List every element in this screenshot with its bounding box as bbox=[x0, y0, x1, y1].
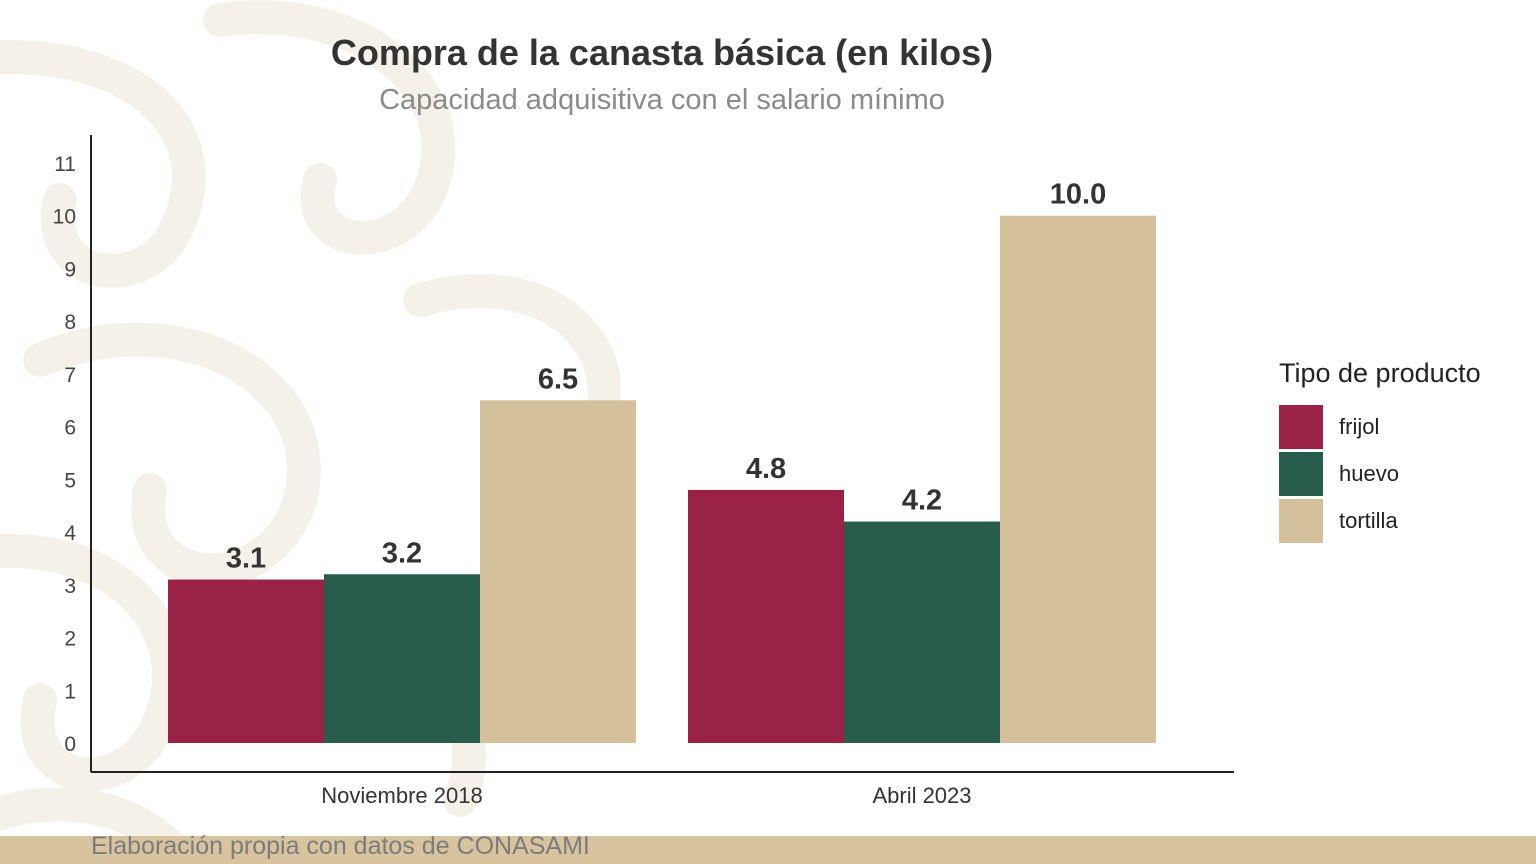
y-tick-label: 11 bbox=[54, 153, 76, 176]
y-tick-label: 8 bbox=[64, 311, 76, 334]
y-tick-label: 10 bbox=[53, 206, 76, 229]
legend-title: Tipo de producto bbox=[1279, 358, 1481, 388]
bar-huevo bbox=[324, 574, 480, 743]
y-tick-label: 0 bbox=[64, 733, 76, 756]
y-tick-label: 7 bbox=[64, 364, 76, 387]
legend-label-tortilla: tortilla bbox=[1339, 507, 1398, 533]
chart-title: Compra de la canasta básica (en kilos) bbox=[330, 32, 994, 73]
legend-item-tortilla: tortilla bbox=[1279, 497, 1529, 544]
y-tick-label: 6 bbox=[64, 417, 76, 440]
footer-band bbox=[0, 836, 1536, 864]
data-label: 3.1 bbox=[226, 543, 266, 575]
data-label: 4.8 bbox=[746, 453, 786, 485]
y-tick-label: 1 bbox=[64, 680, 76, 703]
bar-tortilla bbox=[480, 400, 636, 743]
data-label: 4.2 bbox=[902, 485, 942, 517]
y-tick-label: 2 bbox=[64, 628, 76, 651]
legend-item-frijol: frijol bbox=[1279, 403, 1529, 450]
legend: Tipo de producto frijol huevo tortilla bbox=[1279, 358, 1529, 544]
chart-subtitle: Capacidad adquisitiva con el salario mín… bbox=[379, 84, 945, 116]
bar-tortilla bbox=[1000, 215, 1156, 743]
x-tick-label: Noviembre 2018 bbox=[321, 783, 482, 808]
bar-huevo bbox=[844, 521, 1000, 743]
y-tick-label: 5 bbox=[64, 469, 76, 492]
legend-swatch-frijol bbox=[1279, 404, 1323, 449]
legend-label-frijol: frijol bbox=[1339, 413, 1380, 439]
source-note: Elaboración propia con datos de CONASAMI bbox=[91, 832, 590, 860]
x-tick-label: Abril 2023 bbox=[872, 783, 971, 808]
bar-frijol bbox=[168, 579, 324, 743]
data-label: 3.2 bbox=[382, 537, 422, 569]
data-label: 6.5 bbox=[538, 363, 578, 395]
data-label: 10.0 bbox=[1050, 179, 1106, 211]
legend-swatch-huevo bbox=[1279, 451, 1323, 496]
legend-item-huevo: huevo bbox=[1279, 450, 1529, 497]
y-tick-label: 3 bbox=[64, 575, 76, 598]
bar-frijol bbox=[688, 489, 844, 743]
legend-swatch-tortilla bbox=[1279, 498, 1323, 543]
y-tick-label: 9 bbox=[64, 258, 76, 281]
y-tick-label: 4 bbox=[64, 522, 76, 545]
legend-label-huevo: huevo bbox=[1339, 460, 1399, 486]
